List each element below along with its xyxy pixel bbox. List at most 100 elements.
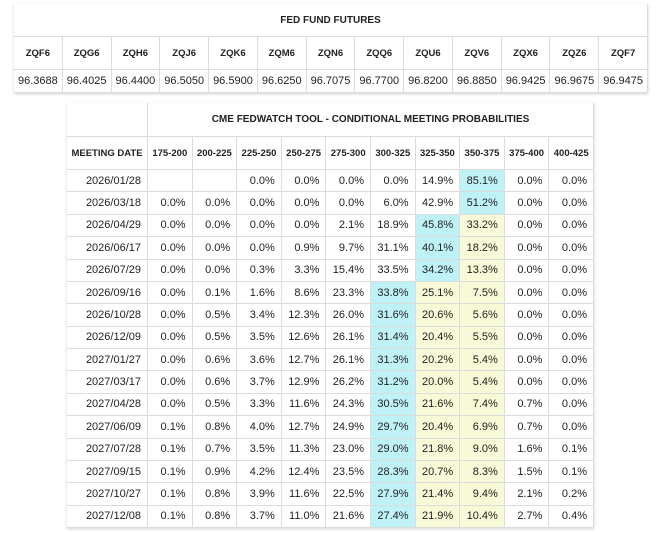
probability-cell: 12.7%: [281, 349, 327, 372]
probability-cell: 18.2%: [460, 237, 505, 260]
probability-cell: 0.0%: [237, 170, 282, 193]
probability-cell: 0.0%: [549, 304, 594, 327]
probability-cell: 4.0%: [237, 416, 282, 439]
probabilities-table: CME FEDWATCH TOOL - CONDITIONAL MEETING …: [67, 103, 594, 528]
futures-value: 96.6250: [257, 70, 307, 93]
meeting-date: 2026/06/17: [67, 237, 148, 260]
column-header: ZQM6: [257, 37, 307, 70]
probability-cell: 0.8%: [192, 505, 238, 528]
probability-cell: 0.0%: [281, 214, 327, 238]
probability-cell: 0.1%: [192, 281, 238, 305]
column-header: 200-225: [192, 137, 238, 170]
meeting-date: 2026/10/28: [67, 304, 148, 327]
probability-cell: 26.1%: [326, 349, 371, 372]
probabilities-title: CME FEDWATCH TOOL - CONDITIONAL MEETING …: [148, 103, 594, 137]
probability-cell: 2.1%: [504, 483, 550, 506]
probability-cell: 0.0%: [549, 393, 594, 417]
probability-cell: 31.6%: [371, 304, 416, 327]
futures-title: FED FUND FUTURES: [14, 4, 648, 37]
column-header: ZQG6: [62, 37, 112, 70]
probability-cell: 0.0%: [549, 237, 594, 260]
probability-cell: 3.6%: [237, 349, 282, 372]
futures-value: 96.7075: [306, 70, 356, 93]
futures-value: 96.4025: [62, 70, 112, 93]
probability-cell: 29.7%: [371, 416, 416, 439]
corner-cell: [67, 103, 148, 137]
meeting-date: 2026/04/29: [67, 214, 148, 238]
probability-cell: 20.6%: [415, 304, 461, 327]
probability-cell: 0.1%: [148, 460, 193, 484]
meeting-date: 2026/01/28: [67, 170, 148, 193]
probability-cell: 0.0%: [549, 349, 594, 372]
column-header: ZQZ6: [550, 37, 600, 70]
probability-cell: 0.5%: [192, 326, 238, 349]
meeting-date: 2027/09/15: [67, 460, 148, 484]
column-header: 375-400: [504, 137, 550, 170]
probability-cell: [192, 170, 238, 193]
probability-cell: 0.1%: [148, 438, 193, 461]
probability-cell: 31.2%: [371, 371, 416, 394]
probability-cell: 5.5%: [460, 326, 505, 349]
probability-cell: 31.1%: [371, 237, 416, 260]
probability-cell: 0.8%: [192, 483, 238, 506]
probability-cell: 0.0%: [148, 259, 193, 282]
probability-cell: 11.6%: [281, 483, 327, 506]
probability-cell: 0.0%: [549, 326, 594, 349]
probability-cell: 0.0%: [504, 237, 550, 260]
meeting-date: 2027/07/28: [67, 438, 148, 461]
probability-cell: 10.4%: [460, 505, 505, 528]
probability-cell: 0.0%: [549, 170, 594, 193]
probability-cell: 85.1%: [460, 170, 505, 193]
probability-cell: 0.0%: [371, 170, 416, 193]
probability-cell: 0.0%: [237, 214, 282, 238]
probability-cell: 31.4%: [371, 326, 416, 349]
probability-cell: 0.2%: [549, 483, 594, 506]
column-header: ZQK6: [209, 37, 258, 70]
probability-cell: 0.0%: [148, 237, 193, 260]
probability-cell: 9.0%: [460, 438, 505, 461]
probability-cell: 33.5%: [371, 259, 416, 282]
probability-cell: 21.8%: [415, 438, 461, 461]
probability-cell: 5.6%: [460, 304, 505, 327]
probability-cell: 3.7%: [237, 371, 282, 394]
probability-cell: 0.0%: [504, 371, 550, 394]
probability-cell: 12.4%: [281, 460, 327, 484]
probability-cell: 12.7%: [281, 416, 327, 439]
probability-cell: 33.2%: [460, 214, 505, 238]
probability-cell: 20.4%: [415, 326, 461, 349]
probability-cell: 0.0%: [148, 393, 193, 417]
probability-cell: 0.0%: [148, 281, 193, 305]
futures-value: 96.7700: [355, 70, 405, 93]
probability-cell: 11.6%: [281, 393, 327, 417]
probability-cell: 0.0%: [148, 304, 193, 327]
probability-cell: 0.0%: [326, 170, 371, 193]
probability-cell: 8.3%: [460, 460, 505, 484]
probability-cell: 27.4%: [371, 505, 416, 528]
probability-cell: 33.8%: [371, 281, 416, 305]
futures-value: 96.9475: [599, 70, 648, 93]
probability-cell: 9.4%: [460, 483, 505, 506]
probability-cell: 3.3%: [237, 393, 282, 417]
probability-cell: 0.9%: [192, 460, 238, 484]
probability-cell: 1.5%: [504, 460, 550, 484]
probability-cell: 20.2%: [415, 349, 461, 372]
probability-cell: 0.1%: [148, 505, 193, 528]
probability-cell: 0.9%: [281, 237, 327, 260]
probability-cell: 0.4%: [549, 505, 594, 528]
probability-cell: 23.5%: [326, 460, 371, 484]
meeting-date: 2027/06/09: [67, 416, 148, 439]
probability-cell: 5.4%: [460, 371, 505, 394]
probability-cell: 0.8%: [192, 416, 238, 439]
probability-cell: 0.0%: [192, 192, 238, 215]
probability-cell: 31.3%: [371, 349, 416, 372]
probability-cell: 7.5%: [460, 281, 505, 305]
meeting-date: 2026/09/16: [67, 281, 148, 305]
probability-cell: 0.0%: [549, 214, 594, 238]
probability-cell: 24.3%: [326, 393, 371, 417]
probability-cell: 28.3%: [371, 460, 416, 484]
probability-cell: 0.1%: [148, 416, 193, 439]
column-header: 300-325: [371, 137, 416, 170]
probability-cell: 1.6%: [504, 438, 550, 461]
date-header: MEETING DATE: [67, 137, 148, 170]
probability-cell: 0.0%: [504, 349, 550, 372]
